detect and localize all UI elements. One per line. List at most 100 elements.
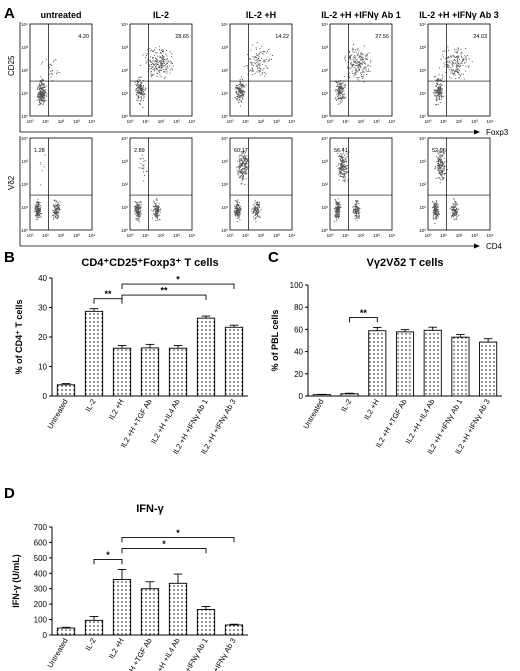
flow-event-dot [38,88,40,90]
flow-event-dot [245,165,247,167]
flow-event-dot [43,96,45,98]
flow-event-dot [136,202,137,204]
flow-event-dot [251,63,253,65]
flow-event-dot [139,212,141,214]
flow-event-dot [54,209,56,211]
flow-event-dot [236,96,238,98]
flow-event-dot [432,92,434,94]
flow-event-dot [335,81,336,82]
flow-event-dot [236,85,238,87]
flow-quadrant-percent: 28.65 [175,34,189,40]
flow-event-dot [339,176,341,177]
flow-event-dot [52,210,54,211]
flow-x-tick-label: 10⁴ [389,119,396,124]
flow-event-dot [435,208,437,210]
flow-event-dot [437,203,439,205]
flow-event-dot [137,83,138,85]
flow-event-dot [342,160,343,162]
flow-event-dot [252,70,254,72]
flow-event-dot [438,92,440,94]
flow-event-dot [358,208,360,210]
flow-event-dot [236,93,238,95]
flow-event-dot [431,207,433,209]
flow-event-dot [150,73,152,75]
flow-event-dot [363,45,365,47]
bar [112,579,132,636]
flow-event-dot [143,180,145,182]
flow-event-dot [344,180,346,182]
flow-event-dot [138,81,139,83]
flow-event-dot [41,98,42,100]
flow-event-dot [365,58,367,60]
significance-label: * [106,550,110,560]
flow-event-dot [338,206,340,208]
flow-event-dot [239,210,241,212]
flow-x-tick-label: 10³ [373,233,380,238]
flow-event-dot [148,66,150,68]
flow-event-dot [363,81,365,83]
flow-event-dot [344,171,346,173]
flow-event-dot [345,159,347,161]
flow-event-dot [442,177,444,179]
flow-event-dot [435,166,436,168]
flow-event-dot [440,161,442,163]
flow-event-dot [434,206,436,208]
flow-event-dot [238,89,240,91]
flow-event-dot [149,56,151,58]
flow-event-dot [234,213,236,215]
flow-event-dot [143,92,145,94]
flow-event-dot [154,61,156,62]
flow-event-dot [337,174,339,176]
flow-event-dot [138,91,140,93]
flow-event-dot [158,219,160,221]
flow-event-dot [340,98,342,99]
flow-event-dot [256,42,258,44]
flow-event-dot [338,156,340,158]
flow-event-dot [437,160,439,162]
flow-event-dot [447,62,449,64]
flow-event-dot [238,96,240,97]
flow-event-dot [432,201,433,203]
flow-event-dot [349,77,350,79]
flow-event-dot [358,69,360,71]
flow-event-dot [436,92,438,93]
flow-event-dot [357,210,359,212]
flow-event-dot [35,209,37,211]
flow-event-dot [138,214,140,216]
flow-x-tick-label: 10⁴ [389,233,396,238]
flow-event-dot [260,209,262,211]
flow-event-dot [255,207,257,209]
flow-event-dot [350,59,352,61]
flow-event-dot [468,65,470,67]
flow-event-dot [238,204,240,206]
flow-event-dot [335,211,337,213]
flow-event-dot [369,61,371,63]
flow-event-dot [138,204,140,206]
flow-event-dot [143,164,145,166]
flow-event-dot [334,199,336,201]
flow-event-dot [455,209,457,210]
flow-event-dot [445,58,447,60]
flow-x-tick-label: 10¹ [342,119,349,124]
flow-event-dot [247,67,249,69]
flow-event-dot [434,95,436,97]
flow-event-dot [345,153,347,155]
flow-event-dot [238,101,240,103]
flow-event-dot [134,201,136,203]
flow-event-dot [236,200,238,202]
flow-event-dot [454,214,456,216]
flow-event-dot [259,51,261,53]
flow-event-dot [351,47,353,49]
flow-event-dot [357,78,359,80]
flow-event-dot [238,212,240,214]
flow-event-dot [442,154,444,156]
flow-event-dot [439,166,441,168]
flow-event-dot [137,84,139,85]
flow-event-dot [37,212,39,214]
flow-y-tick-label: 10² [221,182,228,187]
flow-event-dot [261,64,263,66]
flow-event-dot [56,204,58,206]
flow-event-dot [160,52,162,54]
flow-event-dot [237,160,239,162]
flow-event-dot [238,216,240,218]
